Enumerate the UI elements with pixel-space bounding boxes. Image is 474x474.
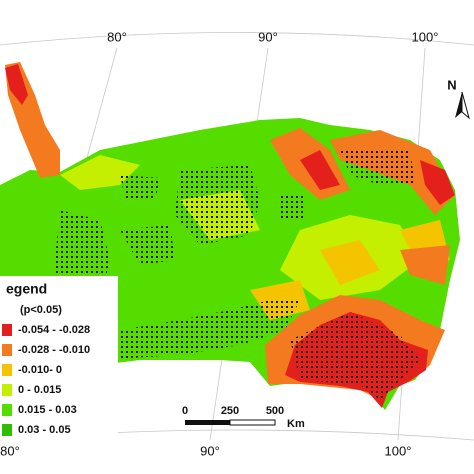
legend-swatch (2, 364, 12, 376)
longitude-label: 100° (385, 443, 412, 458)
scale-label: 0 (182, 405, 188, 417)
legend-swatch (2, 404, 12, 416)
north-arrow (455, 91, 470, 120)
legend-label: -0.054 - -0.028 (18, 324, 90, 336)
legend-items: -0.054 - -0.028 -0.028 - -0.010 -0.010- 0 0… (2, 324, 90, 436)
legend-label: -0.010- 0 (18, 364, 62, 376)
scale-unit: Km (287, 418, 305, 430)
legend-title: egend (6, 281, 47, 297)
scale-bar (185, 419, 276, 426)
legend-label: 0 - 0.015 (18, 384, 61, 396)
longitude-label: 80° (0, 443, 20, 458)
legend-label: 0.03 - 0.05 (18, 424, 71, 436)
legend-label: 0.015 - 0.03 (18, 404, 77, 416)
longitude-label: 90° (200, 443, 220, 458)
longitude-label: 90° (258, 29, 278, 44)
legend-swatch (2, 324, 12, 336)
legend-subtitle: (p<0.05) (20, 304, 62, 316)
legend-label: -0.028 - -0.010 (18, 344, 90, 356)
longitude-label: 100° (412, 29, 439, 44)
legend-swatch (2, 384, 12, 396)
legend-swatch (2, 344, 12, 356)
scale-label: 500 (266, 405, 284, 417)
legend-box (0, 276, 118, 440)
legend-swatch (2, 424, 12, 436)
longitude-label: 80° (107, 29, 127, 44)
scale-label: 250 (221, 405, 239, 417)
north-label: N (447, 77, 456, 92)
